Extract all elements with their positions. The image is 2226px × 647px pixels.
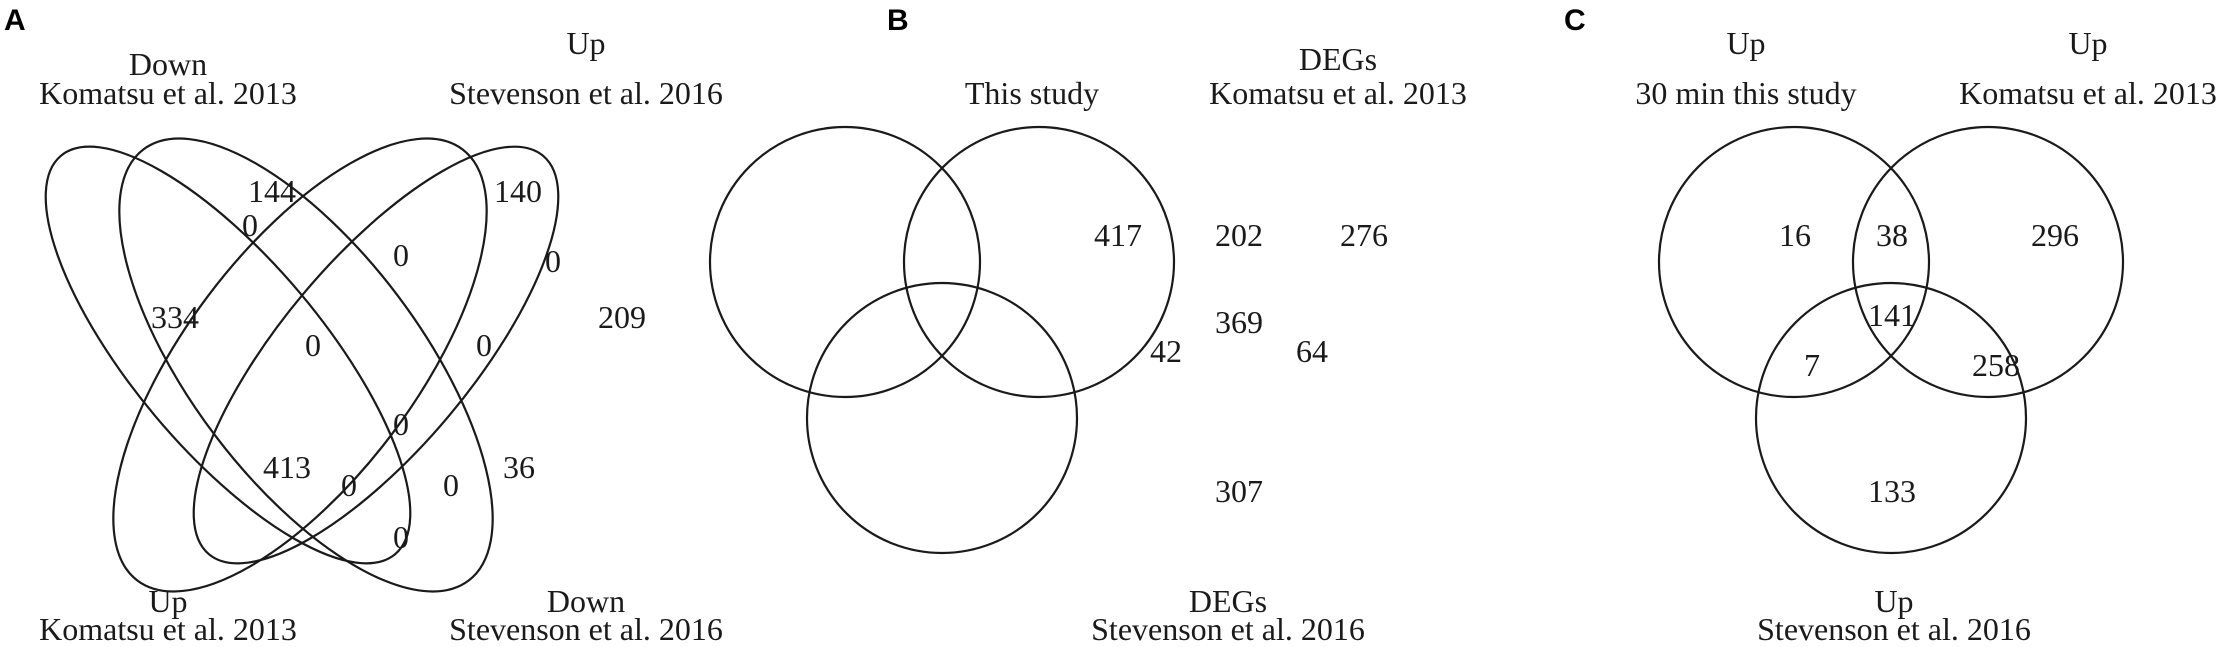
panel-b-letter: B [887, 4, 909, 37]
count-144: 144 [248, 173, 296, 209]
label-up-30min-line1: Up [1726, 25, 1765, 61]
count-stevenson-only: 307 [1215, 473, 1263, 509]
count-komatsu-stevenson: 64 [1296, 333, 1328, 369]
label-degs-komatsu-line2: Komatsu et al. 2013 [1209, 75, 1467, 111]
label-down-stevenson-line1: Down [547, 583, 625, 619]
count-0-i: 0 [393, 519, 409, 555]
count-komatsu-only: 276 [1340, 217, 1388, 253]
count-0-c: 0 [545, 243, 561, 279]
label-up-komatsu-c-line2: Komatsu et al. 2013 [1959, 75, 2217, 111]
count-0-a: 0 [242, 207, 258, 243]
count-140: 140 [494, 173, 542, 209]
label-this-study: This study [965, 75, 1099, 111]
label-up-stevenson-c-line2: Stevenson et al. 2016 [1757, 611, 2031, 647]
set-degs-komatsu-2013 [902, 125, 1176, 399]
count-413: 413 [263, 449, 311, 485]
label-down-stevenson-line2: Stevenson et al. 2016 [449, 611, 723, 647]
count-0-e: 0 [476, 327, 492, 363]
count-209: 209 [598, 299, 646, 335]
count-30min-stevenson: 7 [1804, 347, 1820, 383]
set-up-30min-this-study [1657, 125, 1931, 399]
count-komatsu-c-only: 296 [2031, 217, 2079, 253]
count-30min-only: 16 [1779, 217, 1811, 253]
set-degs-stevenson-2016 [805, 281, 1079, 555]
count-30min-komatsu: 38 [1876, 217, 1908, 253]
count-0-g: 0 [341, 467, 357, 503]
panel-c-letter: C [1564, 4, 1586, 37]
label-up-komatsu-c-line1: Up [2068, 25, 2107, 61]
set-this-study [708, 125, 982, 399]
count-all-three: 369 [1215, 304, 1263, 340]
count-334: 334 [151, 299, 199, 335]
label-up-stevenson-c-line1: Up [1874, 583, 1913, 619]
label-down-komatsu-line1: Down [129, 46, 207, 82]
set-down-komatsu-2013 [44, 145, 412, 565]
panel-a: A Down Komatsu et al. 2013 Up Stevenson … [4, 4, 723, 647]
set-up-komatsu-2013 [118, 137, 494, 593]
count-all-three-c: 141 [1868, 297, 1916, 333]
set-down-stevenson-2016 [192, 145, 560, 565]
label-up-komatsu-line2: Komatsu et al. 2013 [39, 611, 297, 647]
set-up-komatsu-2013 [1851, 125, 2125, 399]
count-0-b: 0 [393, 237, 409, 273]
label-degs-stevenson-line2: Stevenson et al. 2016 [1091, 611, 1365, 647]
count-this-study-only: 417 [1094, 217, 1142, 253]
panel-a-letter: A [4, 4, 26, 37]
label-degs-komatsu-line1: DEGs [1299, 41, 1377, 77]
count-0-d: 0 [305, 327, 321, 363]
label-up-stevenson-line1: Up [566, 25, 605, 61]
label-degs-stevenson-line1: DEGs [1189, 583, 1267, 619]
panel-c: C Up 30 min this study Up Komatsu et al.… [1564, 4, 2217, 647]
count-this-study-komatsu: 202 [1215, 217, 1263, 253]
count-0-h: 0 [443, 467, 459, 503]
count-komatsu-stevenson-c: 258 [1972, 347, 2020, 383]
label-up-komatsu-line1: Up [148, 583, 187, 619]
panel-b: B This study DEGs Komatsu et al. 2013 DE… [708, 4, 1467, 647]
count-0-f: 0 [393, 406, 409, 442]
count-stevenson-c-only: 133 [1868, 473, 1916, 509]
count-this-study-stevenson: 42 [1150, 333, 1182, 369]
set-up-stevenson-2016 [112, 137, 488, 593]
set-up-stevenson-2016 [1754, 281, 2028, 555]
label-up-stevenson-line2: Stevenson et al. 2016 [449, 75, 723, 111]
label-up-30min-line2: 30 min this study [1635, 75, 1856, 111]
label-down-komatsu-line2: Komatsu et al. 2013 [39, 75, 297, 111]
count-36: 36 [503, 449, 535, 485]
